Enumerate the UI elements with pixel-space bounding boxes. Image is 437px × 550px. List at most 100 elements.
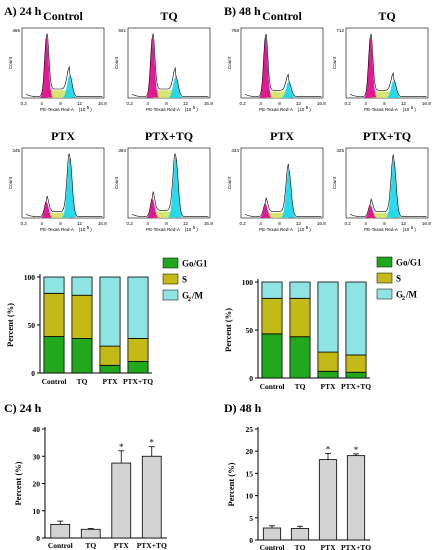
histogram-g1-peak bbox=[364, 205, 377, 218]
significance-star: * bbox=[326, 444, 331, 454]
legend-swatch bbox=[162, 257, 179, 269]
histogram-xtick: 4 bbox=[364, 101, 367, 106]
histogram-ymax: 712 bbox=[336, 28, 344, 33]
histogram-title: TQ bbox=[378, 9, 395, 23]
histogram-outline bbox=[131, 153, 209, 217]
histogram-xtick: 8 bbox=[165, 101, 168, 106]
histogram-xlabel: PE-Texas Red-A bbox=[40, 227, 75, 232]
legend-label-rest: /M bbox=[405, 290, 418, 300]
x-tick-label: Control bbox=[260, 382, 285, 391]
histogram-g2-peak bbox=[386, 80, 401, 98]
histogram-xtick: 8 bbox=[59, 101, 62, 106]
stacked-bar-segment bbox=[71, 294, 93, 339]
histogram-2: TQ 551 Count 0.2 4 8 12 16.8 PE-Texas Red-A (10 5) bbox=[114, 9, 213, 112]
stacked-bar-segment bbox=[99, 276, 121, 347]
y-tick-label: 0 bbox=[36, 534, 40, 543]
histogram-frame bbox=[345, 27, 429, 99]
stacked-bar-segment bbox=[127, 338, 149, 362]
histogram-xtick: 12 bbox=[183, 101, 189, 106]
stacked-bar-segment bbox=[261, 281, 283, 299]
stacked-bar-segment bbox=[261, 297, 283, 335]
histogram-g1-peak bbox=[40, 37, 53, 98]
histogram-xunit-close: ) bbox=[414, 107, 416, 112]
histogram-xunit: (10 bbox=[185, 227, 192, 232]
stacked-bar-segment bbox=[289, 281, 311, 299]
histogram-outline bbox=[349, 33, 427, 97]
histogram-xtick: 0.2 bbox=[126, 221, 133, 226]
bar bbox=[262, 527, 282, 541]
histogram-xunit-close: ) bbox=[196, 107, 198, 112]
y-tick-label: 20 bbox=[33, 480, 41, 489]
legend-swatch bbox=[376, 288, 393, 300]
histogram-xtick: 4 bbox=[259, 221, 262, 226]
histogram-g1-peak bbox=[146, 198, 159, 218]
histogram-xexp: 5 bbox=[411, 225, 414, 230]
y-tick-label: 30 bbox=[33, 452, 41, 461]
histogram-frame bbox=[127, 147, 211, 219]
histogram-xtick: 12 bbox=[77, 221, 83, 226]
histogram-xunit-close: ) bbox=[414, 227, 416, 232]
histogram-g2-peak bbox=[168, 157, 183, 218]
x-tick-label: Control bbox=[42, 377, 67, 386]
panel-label-c: C) 24 h bbox=[4, 401, 42, 415]
histogram-g2-peak bbox=[386, 160, 401, 218]
x-tick-label: TQ bbox=[295, 543, 306, 550]
histogram-xunit: (10 bbox=[79, 107, 86, 112]
histogram-xtick: 12 bbox=[183, 221, 189, 226]
stacked-bar-segment bbox=[289, 336, 311, 379]
histogram-ylabel: Count bbox=[332, 56, 337, 69]
histogram-title: PTX bbox=[270, 129, 294, 143]
bar bbox=[111, 462, 132, 539]
histogram-ymax: 384 bbox=[118, 148, 126, 153]
x-tick-label: PTX+TQ bbox=[341, 543, 371, 550]
histogram-g1-peak bbox=[146, 37, 159, 98]
histogram-ylabel: Count bbox=[8, 176, 13, 189]
x-tick-label: Control bbox=[260, 543, 285, 550]
stacked-bar-segment bbox=[71, 276, 93, 296]
histogram-g2-peak bbox=[62, 157, 77, 218]
histogram-xlabel: PE-Texas Red-A bbox=[40, 107, 75, 112]
legend-24h: Go/G1 SG2/M bbox=[162, 257, 208, 303]
histogram-xtick: 0.2 bbox=[239, 221, 246, 226]
histogram-xtick: 12 bbox=[296, 101, 302, 106]
stacked-bar-segment bbox=[43, 336, 65, 374]
histogram-xunit-close: ) bbox=[90, 107, 92, 112]
legend-swatch bbox=[376, 272, 393, 284]
panel-label-d: D) 48 h bbox=[224, 401, 262, 415]
y-axis-title: Percent (%) bbox=[13, 461, 23, 505]
histogram-xexp: 5 bbox=[87, 105, 90, 110]
histogram-ymax: 768 bbox=[231, 28, 239, 33]
y-tick-label: 100 bbox=[242, 278, 254, 287]
histogram-outline bbox=[25, 32, 103, 97]
histogram-3: Control 768 Count 0.2 4 8 12 16.8 PE-Texas Red-A… bbox=[227, 9, 326, 112]
significance-star: * bbox=[119, 442, 124, 452]
stacked-bar-segment bbox=[43, 292, 65, 337]
histogram-ymax: 465 bbox=[12, 28, 20, 33]
stacked-chart-48h: 0 50 100 Percent (%) Control TQ PTX PTX+TQ bbox=[223, 278, 371, 391]
stacked-bar-segment bbox=[71, 338, 93, 374]
histogram-ylabel: Count bbox=[114, 56, 119, 69]
histogram-xunit-close: ) bbox=[309, 107, 311, 112]
x-tick-label: TQ bbox=[77, 377, 88, 386]
histogram-xtick: 0.2 bbox=[20, 221, 27, 226]
y-tick-label: 10 bbox=[33, 507, 41, 516]
x-tick-label: PTX+TQ bbox=[123, 377, 153, 386]
stacked-bar-segment bbox=[99, 345, 121, 366]
stacked-bar-segment bbox=[345, 281, 367, 356]
y-tick-label: 100 bbox=[24, 273, 36, 282]
histogram-outline bbox=[25, 153, 103, 217]
bar bbox=[290, 528, 310, 541]
legend-label-rest: /M bbox=[191, 291, 204, 301]
panel-label-a: A) 24 h bbox=[4, 4, 42, 18]
histogram-xunit-close: ) bbox=[90, 227, 92, 232]
histogram-title: PTX bbox=[51, 129, 75, 143]
histogram-xtick: 8 bbox=[278, 101, 281, 106]
histogram-outline bbox=[131, 32, 209, 97]
y-tick-label: 0 bbox=[249, 374, 253, 383]
histogram-ymax: 425 bbox=[336, 148, 344, 153]
significance-star: * bbox=[354, 445, 359, 455]
histogram-xtick: 4 bbox=[146, 101, 149, 106]
x-tick-label: TQ bbox=[295, 382, 306, 391]
histogram-xtick: 0.2 bbox=[344, 221, 351, 226]
